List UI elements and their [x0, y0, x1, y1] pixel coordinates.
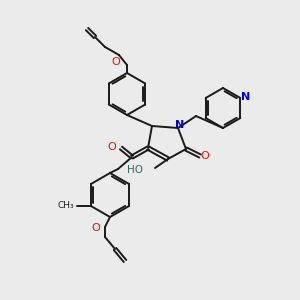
- Text: O: O: [201, 151, 209, 161]
- Text: O: O: [91, 223, 100, 233]
- Text: HO: HO: [127, 165, 143, 175]
- Text: N: N: [241, 92, 250, 102]
- Text: O: O: [107, 142, 116, 152]
- Text: O: O: [111, 57, 120, 67]
- Text: CH₃: CH₃: [57, 200, 74, 209]
- Text: N: N: [176, 120, 184, 130]
